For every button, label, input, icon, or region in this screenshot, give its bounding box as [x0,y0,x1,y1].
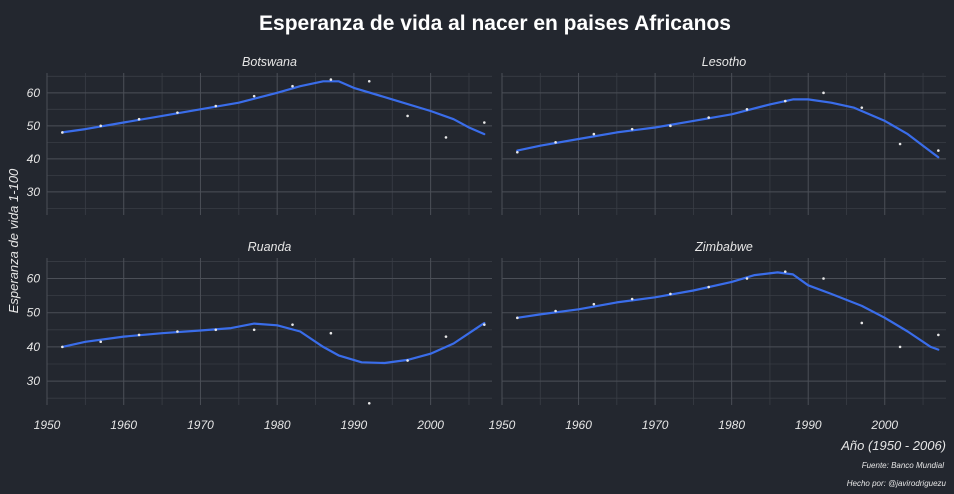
data-point [822,91,825,95]
x-tick-label: 2000 [416,418,444,432]
data-point [937,149,940,152]
x-tick-label: 1980 [264,418,291,432]
panel-label-lesotho: Lesotho [702,55,747,69]
y-tick-label: 50 [27,119,41,133]
data-point [745,108,749,111]
caption-author: Hecho por: @javirodriguezu [847,479,947,488]
x-tick-label: 2000 [870,418,898,432]
data-point [329,78,333,81]
data-point [367,79,371,83]
data-point [707,116,710,119]
panel-botswana: Botswana 30 40 50 60 [27,55,492,215]
y-tick-label: 50 [27,306,41,320]
x-tick-label: 1990 [341,418,368,432]
y-tick-label: 40 [27,152,41,166]
data-point [137,117,141,121]
data-point [406,114,409,118]
data-point [898,142,902,146]
data-point [406,359,409,362]
x-tick-label: 1950 [489,418,516,432]
data-point [937,333,940,337]
y-tick-label: 40 [27,340,41,354]
data-point [630,127,634,131]
data-point [554,309,557,313]
data-point [252,328,256,332]
data-point [630,297,634,301]
data-point [99,340,103,344]
data-point [214,328,218,332]
data-point [516,316,519,320]
panel-ruanda: Ruanda 30 40 50 60 1950 1960 1970 1980 1990 2000 [27,240,492,432]
data-point [783,99,787,103]
data-point [592,132,596,136]
panel-label-ruanda: Ruanda [248,240,292,254]
data-point [898,345,902,349]
y-tick-label: 60 [27,272,41,286]
y-tick-label: 30 [27,374,41,388]
data-point [61,345,64,349]
y-axis-title: Esperanza de vida 1-100 [6,168,21,313]
data-point [367,401,371,405]
caption-source: Fuente: Banco Mundial [862,461,944,470]
x-tick-label: 1980 [718,418,745,432]
data-point [592,302,596,306]
data-point [214,104,218,108]
data-point [291,323,294,326]
data-point [176,330,179,333]
data-point [483,121,486,124]
data-point [860,106,864,109]
data-point [329,331,333,335]
data-point [783,270,787,273]
data-point [745,277,749,280]
data-point [99,124,103,128]
x-tick-label: 1960 [110,418,137,432]
x-tick-label: 1990 [795,418,822,432]
data-point [61,131,64,134]
chart-title: Esperanza de vida al nacer en paises Afr… [259,12,731,35]
data-point [176,111,179,114]
panel-zimbabwe: Zimbabwe 1950 1960 1970 1980 1990 2000 [489,240,946,432]
data-point [137,333,141,337]
data-point [444,335,448,338]
y-tick-label: 30 [27,185,41,199]
y-tick-label: 60 [27,86,41,100]
data-point [444,136,448,139]
trend-line-ruanda [61,321,486,365]
x-tick-label: 1970 [187,418,214,432]
data-point [516,150,519,154]
data-point [860,321,864,325]
panel-label-zimbabwe: Zimbabwe [694,240,753,254]
data-point [554,141,557,144]
trend-line-lesotho [516,98,940,159]
x-tick-label: 1970 [642,418,669,432]
data-point [669,124,672,128]
trend-line-botswana [61,80,486,136]
panel-label-botswana: Botswana [242,55,297,69]
x-tick-label: 1950 [34,418,61,432]
x-tick-label: 1960 [565,418,592,432]
trend-line-zimbabwe [516,271,940,351]
data-point [252,94,256,98]
panel-lesotho: Lesotho [501,55,946,215]
data-point [822,277,825,280]
data-point [707,285,710,289]
facet-panels: Botswana 30 40 50 60 Lesotho Ruanda 30 40 50 60 195… [27,55,946,432]
data-point [291,84,294,88]
data-point [669,292,672,296]
data-point [483,323,486,326]
x-axis-title: Año (1950 - 2006) [840,438,946,453]
